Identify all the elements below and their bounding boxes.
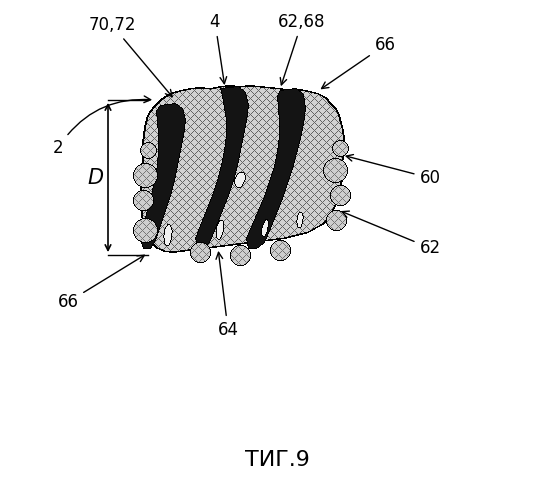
- Text: 66: 66: [321, 36, 396, 88]
- Text: 70,72: 70,72: [88, 16, 172, 96]
- Text: 62,68: 62,68: [278, 13, 326, 85]
- Text: 60: 60: [346, 154, 441, 187]
- Text: 62: 62: [342, 211, 441, 257]
- Text: 66: 66: [58, 256, 144, 311]
- Text: 4: 4: [210, 13, 226, 84]
- Text: 2: 2: [53, 96, 150, 157]
- Text: D: D: [87, 168, 103, 188]
- Text: 64: 64: [216, 252, 239, 339]
- Text: ΤИГ.9: ΤИГ.9: [245, 450, 310, 470]
